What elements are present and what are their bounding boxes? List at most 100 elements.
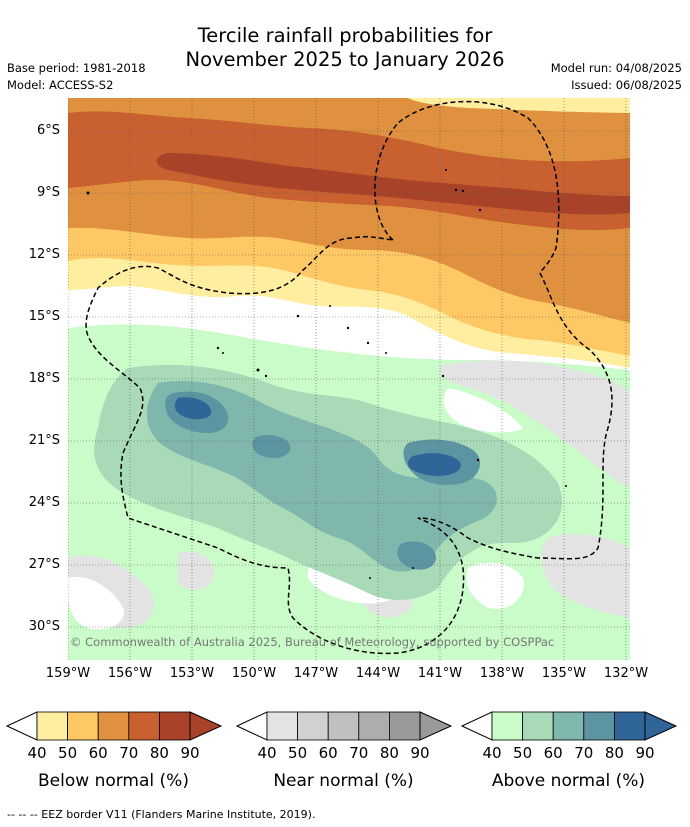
legend-tick: 70 (349, 744, 369, 762)
legend-title-near: Near normal (%) (273, 771, 414, 791)
legend-tick: 80 (379, 744, 399, 762)
lon-label: 132°W (603, 666, 649, 681)
title-line-1: Tercile rainfall probabilities for (197, 24, 493, 47)
island (445, 169, 447, 171)
meta-right: Model run: 04/08/2025 Issued: 06/08/2025 (551, 60, 682, 94)
island (476, 458, 480, 462)
swatch-near-60-70 (327, 711, 360, 741)
island (461, 189, 465, 193)
legend-below: 40 50 60 70 80 90 Below normal (%) (5, 711, 226, 806)
title-line-2: November 2025 to January 2026 (185, 48, 505, 71)
island (329, 305, 331, 307)
colorbar-above-high-arrow (644, 711, 678, 741)
white-gap-4 (443, 388, 523, 433)
swatch-above-50-60 (522, 711, 554, 741)
lon-label: 141°W (417, 666, 463, 681)
model-run: Model run: 04/08/2025 (550, 61, 682, 75)
island (296, 314, 300, 318)
legend-tick: 40 (482, 744, 502, 762)
colorbar-below-high-arrow (189, 711, 223, 741)
legend-tick: 60 (543, 744, 563, 762)
white-gap-1 (68, 577, 124, 630)
island (478, 208, 482, 212)
island (412, 567, 414, 569)
eez-borders (85, 100, 613, 655)
legend-tick: 60 (88, 744, 108, 762)
legend-tick: 50 (513, 744, 533, 762)
near-40-patch-3 (178, 551, 214, 590)
island (222, 352, 224, 354)
eez-french-polynesia (85, 236, 613, 655)
lat-label: 27°S (28, 557, 60, 572)
swatch-below-50-60 (67, 711, 99, 741)
legend-tick: 50 (58, 744, 78, 762)
issued-date: Issued: 06/08/2025 (571, 78, 682, 92)
swatch-near-40-50 (266, 711, 299, 741)
island (369, 577, 371, 579)
swatch-above-80-90 (613, 711, 646, 741)
above-70-region-3 (252, 434, 291, 459)
model-name: Model: ACCESS-S2 (7, 78, 114, 92)
lon-label: 150°W (231, 666, 277, 681)
colorbar-near-high-arrow (419, 711, 453, 741)
swatch-below-70-80 (128, 711, 160, 741)
island (216, 346, 220, 350)
swatch-above-40-50 (491, 711, 524, 741)
above-60-region (146, 380, 497, 572)
legend-tick: 60 (318, 744, 338, 762)
legend-tick: 50 (288, 744, 308, 762)
probability-map (68, 98, 630, 660)
swatch-above-60-70 (552, 711, 585, 741)
legend-tick: 70 (574, 744, 594, 762)
legend-tick: 90 (180, 744, 200, 762)
islands (86, 169, 567, 579)
lon-label: 147°W (293, 666, 339, 681)
lon-label: 135°W (541, 666, 587, 681)
legend-tick: 80 (604, 744, 624, 762)
legend-tick: 90 (635, 744, 655, 762)
island (385, 352, 387, 354)
swatch-below-60-70 (97, 711, 130, 741)
swatch-below-40-50 (36, 711, 69, 741)
lon-label: 153°W (169, 666, 215, 681)
colorbar-below (5, 711, 223, 741)
lat-label: 24°S (28, 495, 60, 510)
map-title: Tercile rainfall probabilities for Novem… (0, 24, 690, 72)
near-40-south-east (541, 533, 630, 618)
swatch-near-50-60 (297, 711, 329, 741)
base-period: Base period: 1981-2018 (7, 61, 146, 75)
legend-tick: 40 (257, 744, 277, 762)
island (346, 326, 350, 330)
white-gap-3 (466, 562, 524, 609)
legend-tick: 70 (119, 744, 139, 762)
eez-kiribati (374, 100, 560, 274)
legend-above: 40 50 60 70 80 90 Above normal (%) (460, 711, 681, 806)
colorbar-below-low-arrow (5, 711, 38, 741)
below-40-top-band (408, 98, 630, 113)
lat-label: 30°S (28, 619, 60, 634)
island (264, 374, 268, 378)
swatch-near-80-90 (388, 711, 421, 741)
graticule (68, 98, 630, 660)
island (256, 368, 260, 372)
legend-title-below: Below normal (%) (38, 771, 189, 791)
lat-label: 21°S (28, 433, 60, 448)
eez-footnote: -- -- -- EEZ border V11 (Flanders Marine… (7, 808, 316, 821)
swatch-above-70-80 (583, 711, 615, 741)
colorbar-near-low-arrow (235, 711, 268, 741)
below-80-region (156, 153, 630, 215)
meta-left: Base period: 1981-2018 Model: ACCESS-S2 (7, 60, 146, 94)
lat-label: 18°S (28, 371, 60, 386)
above-80-region (408, 453, 461, 476)
lat-label: 6°S (36, 123, 60, 138)
near-40-east (439, 360, 630, 488)
colorbar-above-low-arrow (460, 711, 493, 741)
lat-label: 9°S (36, 185, 60, 200)
lon-label: 156°W (107, 666, 153, 681)
legend-near: 40 50 60 70 80 90 Near normal (%) (235, 711, 456, 806)
lon-label: 159°W (45, 666, 91, 681)
legend-tick: 90 (410, 744, 430, 762)
swatch-below-80-90 (158, 711, 191, 741)
lon-label: 144°W (355, 666, 401, 681)
lat-label: 15°S (28, 309, 60, 324)
